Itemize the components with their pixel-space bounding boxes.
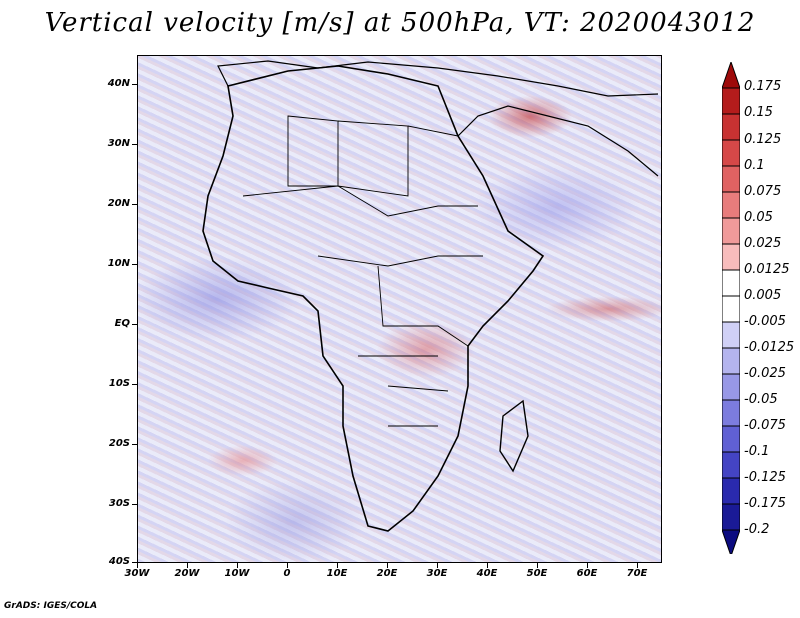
colorbar-segment [722, 165, 740, 193]
colorbar-segment [722, 477, 740, 505]
colorbar-label: -0.005 [744, 314, 786, 329]
africa-outline [202, 60, 659, 532]
colorbar-label: 0.175 [744, 79, 782, 94]
colorbar-label: -0.0125 [744, 340, 795, 355]
lon-label: 10W [224, 568, 250, 579]
colorbar-label: 0.005 [744, 288, 782, 303]
colorbar-segment [722, 295, 740, 323]
lon-label: 50E [526, 568, 548, 579]
colorbar-label: 0.125 [744, 132, 782, 147]
colorbar-label: -0.175 [744, 496, 786, 511]
colorbar-label: -0.2 [744, 522, 770, 537]
colorbar-segment [722, 425, 740, 453]
colorbar-label: -0.1 [744, 444, 770, 459]
lon-label: 30W [124, 568, 150, 579]
colorbar-arrow-top [722, 62, 740, 89]
colorbar-label: 0.1 [744, 158, 765, 173]
colorbar-segment [722, 191, 740, 219]
lat-label: 10N [107, 258, 130, 269]
map-panel [137, 55, 662, 563]
footer-credit: GrADS: IGES/COLA [4, 601, 98, 611]
lat-label: EQ [114, 318, 130, 329]
colorbar-segment [722, 503, 740, 531]
colorbar-segment [722, 217, 740, 245]
lat-label: 40N [107, 78, 130, 89]
lon-label: 60E [576, 568, 598, 579]
colorbar-arrow-bottom [722, 529, 740, 554]
colorbar-label: -0.025 [744, 366, 786, 381]
colorbar-label: 0.05 [744, 210, 773, 225]
lon-label: 30E [426, 568, 448, 579]
colorbar-segment [722, 451, 740, 479]
lon-label: 20E [376, 568, 398, 579]
colorbar-label: 0.025 [744, 236, 782, 251]
lat-label: 20S [108, 438, 130, 449]
colorbar-label: 0.0125 [744, 262, 790, 277]
colorbar-segment [722, 269, 740, 297]
colorbar-segment [722, 347, 740, 375]
lat-label: 30S [108, 498, 130, 509]
lat-label: 40S [108, 556, 130, 567]
lat-label: 30N [107, 138, 130, 149]
colorbar-label: -0.05 [744, 392, 778, 407]
lat-label: 10S [108, 378, 130, 389]
lon-label: 0 [283, 568, 291, 579]
colorbar-segment [722, 113, 740, 141]
colorbar-segment [722, 399, 740, 427]
colorbar-segment [722, 321, 740, 349]
lon-label: 10E [326, 568, 348, 579]
colorbar-label: 0.15 [744, 105, 773, 120]
colorbar-label: -0.075 [744, 418, 786, 433]
colorbar-label: -0.125 [744, 470, 786, 485]
lon-label: 40E [476, 568, 498, 579]
plot-title: Vertical velocity [m/s] at 500hPa, VT: 2… [44, 8, 756, 38]
colorbar-segment [722, 243, 740, 271]
colorbar-segment [722, 87, 740, 115]
colorbar-label: 0.075 [744, 184, 782, 199]
lon-label: 20W [174, 568, 200, 579]
lat-label: 20N [107, 198, 130, 209]
colorbar-segment [722, 373, 740, 401]
lon-label: 70E [626, 568, 648, 579]
colorbar [722, 62, 740, 554]
colorbar-segment [722, 139, 740, 167]
